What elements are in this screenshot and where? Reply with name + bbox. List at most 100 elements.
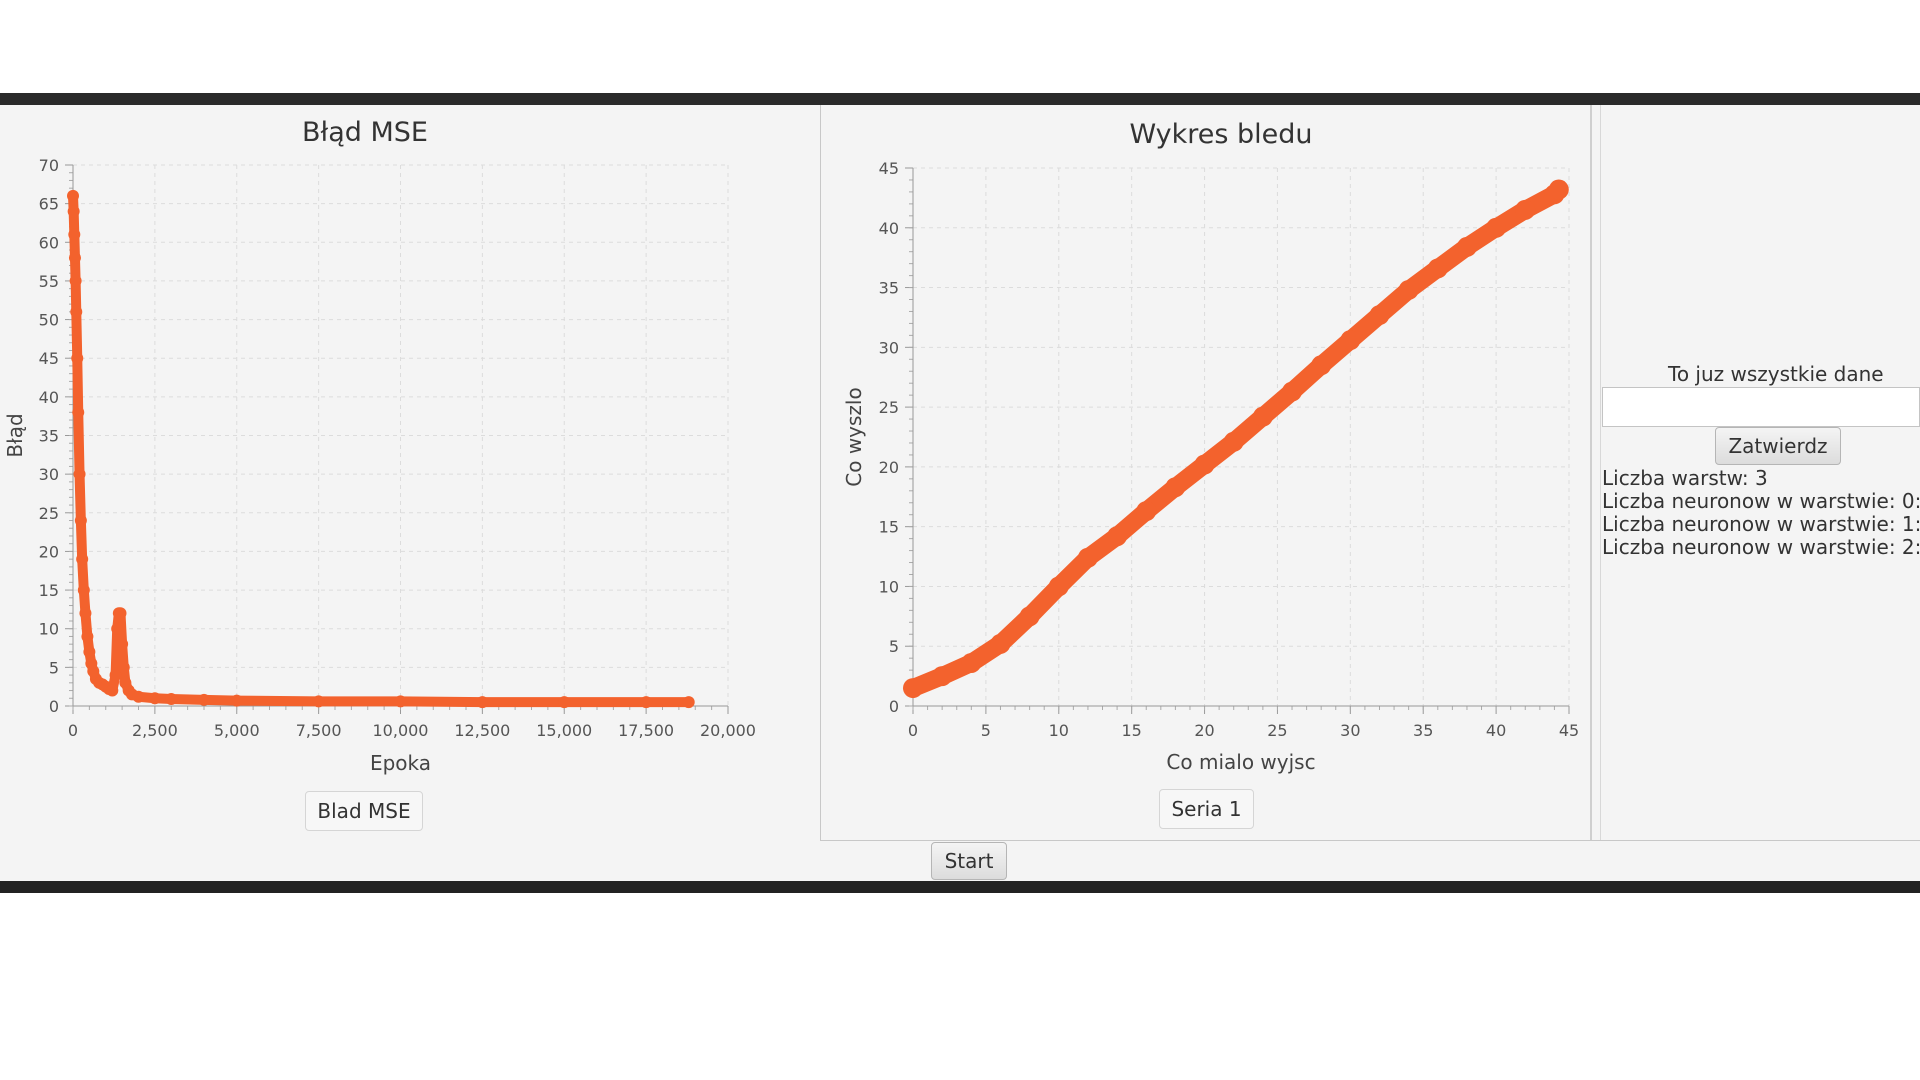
mse-y-tick-label: 70 [39, 156, 59, 175]
mse-x-tick-label: 15,000 [536, 721, 592, 740]
mse-data-point [68, 251, 81, 264]
mse-x-tick-label: 10,000 [373, 721, 429, 740]
err-data-point [1107, 526, 1128, 547]
data-input-field[interactable] [1602, 387, 1920, 427]
err-y-tick-label: 0 [889, 697, 899, 716]
panel-divider-right-2 [1600, 105, 1601, 841]
mse-data-point [83, 645, 96, 658]
submit-button[interactable]: Zatwierdz [1715, 427, 1841, 465]
err-data-point [1252, 406, 1273, 427]
chart-error-legend[interactable]: Seria 1 [1159, 789, 1254, 829]
mse-series-band [68, 190, 694, 708]
err-y-tick-label: 40 [879, 219, 899, 238]
mse-x-tick-label: 5,000 [214, 721, 260, 740]
neurons-layer-2-text: Liczba neuronow w warstwie: 2: [1602, 535, 1920, 559]
mse-y-tick-label: 10 [39, 620, 59, 639]
mse-data-point [106, 684, 119, 697]
side-panel-header: To juz wszystkie dane [1668, 362, 1884, 386]
chart-error-plot: 0 5 10 15 20 25 30 35 40 45 0 5 10 15 20 25 30 35 40 45 Co m… [842, 159, 1579, 774]
err-data-point [1311, 355, 1332, 376]
mse-y-tick-label: 35 [39, 427, 59, 446]
err-data-point [1282, 381, 1303, 402]
err-y-tick-label: 30 [879, 338, 899, 357]
mse-data-point [74, 514, 87, 527]
mse-y-tick-label: 40 [39, 388, 59, 407]
side-panel: To juz wszystkie dane Zatwierdz Liczba w… [1602, 105, 1920, 841]
mse-data-point [76, 553, 89, 566]
err-data-point [1427, 258, 1448, 279]
mse-x-tick-label: 17,500 [618, 721, 674, 740]
mse-y-tick-label: 5 [49, 658, 59, 677]
mse-y-axis-label: Błąd [3, 413, 27, 457]
mse-y-tick-label: 20 [39, 542, 59, 561]
err-y-tick-label: 35 [879, 279, 899, 298]
err-data-point [1548, 179, 1569, 200]
err-data-point [1048, 576, 1069, 597]
chart-mse-title: Błąd MSE [302, 117, 428, 148]
mse-x-tick-label: 12,500 [454, 721, 510, 740]
mse-data-point [81, 630, 94, 643]
err-data-point [1369, 305, 1390, 326]
err-data-point [1398, 279, 1419, 300]
err-data-point [1340, 330, 1361, 351]
panel-divider-right [1590, 105, 1592, 841]
mse-y-tick-label: 25 [39, 504, 59, 523]
err-x-tick-label: 35 [1413, 721, 1433, 740]
mse-x-tick-label: 2,500 [132, 721, 178, 740]
mse-data-point [109, 669, 122, 682]
err-x-tick-label: 0 [908, 721, 918, 740]
mse-data-point [640, 696, 653, 709]
mse-data-point [198, 693, 210, 706]
mse-x-axis-label: Epoka [370, 751, 431, 775]
err-x-tick-label: 10 [1049, 721, 1069, 740]
mse-data-point [476, 696, 489, 709]
mse-data-point [230, 694, 243, 707]
err-data-point [1486, 217, 1507, 238]
panel-divider-left [820, 105, 821, 841]
err-x-tick-label: 40 [1486, 721, 1506, 740]
err-data-point [1223, 431, 1244, 452]
mse-data-point [67, 205, 80, 218]
mse-data-point [116, 638, 129, 651]
mse-data-point [117, 661, 130, 674]
chart-error-title: Wykres bledu [1129, 119, 1313, 150]
err-data-point [1194, 454, 1215, 475]
mse-y-tick-label: 0 [49, 697, 59, 716]
mse-data-point [148, 692, 161, 705]
err-x-tick-label: 20 [1194, 721, 1214, 740]
mse-y-tick-label: 30 [39, 465, 59, 484]
err-x-tick-label: 30 [1340, 721, 1360, 740]
mse-data-point [79, 607, 92, 620]
chart-mse-panel: Błąd MSE 0 2,500 5,000 7,500 10,000 12,500 15,… [0, 105, 820, 841]
mse-data-point [132, 690, 145, 703]
mse-x-tick-label: 7,500 [296, 721, 342, 740]
mse-x-tick-label: 20,000 [700, 721, 756, 740]
start-button[interactable]: Start [931, 842, 1007, 880]
err-y-tick-label: 10 [879, 577, 899, 596]
mse-data-point [71, 352, 84, 365]
err-y-tick-label: 25 [879, 398, 899, 417]
neurons-layer-1-text: Liczba neuronow w warstwie: 1: [1602, 512, 1920, 536]
err-data-point [903, 678, 923, 699]
err-data-point [990, 633, 1011, 654]
mse-data-point [68, 228, 81, 241]
window-top-bar [0, 93, 1920, 105]
neurons-layer-0-text: Liczba neuronow w warstwie: 0: [1602, 489, 1920, 513]
content-bottom-border [821, 840, 1920, 841]
chart-mse-legend[interactable]: Blad MSE [305, 791, 423, 831]
mse-data-point [111, 622, 124, 635]
mse-data-point [67, 189, 79, 202]
mse-data-point [312, 695, 325, 708]
mse-data-point [72, 406, 85, 419]
mse-y-tick-label: 65 [39, 195, 59, 214]
mse-data-point [165, 693, 178, 706]
mse-data-point [73, 468, 86, 481]
err-data-point [1165, 477, 1186, 498]
mse-y-tick-label: 60 [39, 233, 59, 252]
err-x-tick-label: 15 [1121, 721, 1141, 740]
window-bottom-bar [0, 881, 1920, 893]
mse-data-point [558, 696, 571, 709]
err-x-tick-label: 5 [981, 721, 991, 740]
chart-error-panel: Wykres bledu 0 5 10 15 20 25 30 35 40 45 0 5 10 15 20 2… [821, 105, 1590, 841]
err-y-tick-label: 5 [889, 637, 899, 656]
